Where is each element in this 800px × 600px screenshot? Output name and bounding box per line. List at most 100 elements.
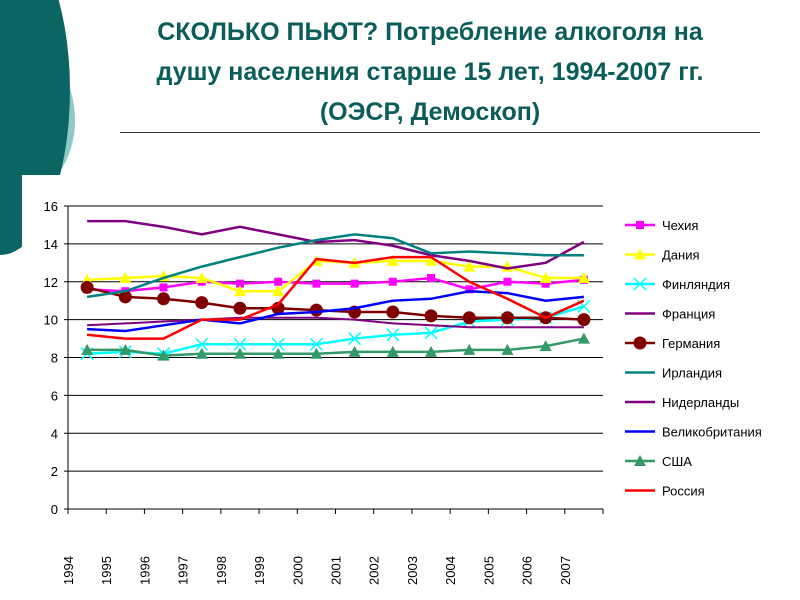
title-line-3: (ОЭСР, Демоскоп) <box>319 98 541 126</box>
legend-marker <box>636 221 644 229</box>
y-tick-label: 10 <box>44 313 58 328</box>
data-point-8-6 <box>310 347 323 359</box>
legend-label: Великобритания <box>662 425 762 440</box>
data-point-0-12 <box>541 279 550 288</box>
data-point-4-3 <box>195 296 209 310</box>
legend-label: Нидерланды <box>662 395 739 410</box>
data-point-8-13 <box>577 332 590 344</box>
series-line-6 <box>87 316 584 329</box>
data-point-8-8 <box>386 345 399 357</box>
slide-decoration <box>0 0 82 260</box>
y-tick-label: 6 <box>51 388 58 403</box>
title-line-2: душу населения старше 15 лет, 1994-2007 … <box>156 58 704 86</box>
legend-label: Россия <box>662 484 705 499</box>
data-point-0-5 <box>274 277 283 286</box>
data-point-0-9 <box>427 273 436 282</box>
data-point-8-1 <box>119 343 132 355</box>
data-point-0-4 <box>235 279 244 288</box>
x-tick-label: 2003 <box>405 556 420 585</box>
data-point-4-6 <box>309 303 323 317</box>
x-tick-label: 1997 <box>176 556 191 585</box>
data-point-1-1 <box>119 271 132 283</box>
x-tick-label: 2000 <box>290 556 305 585</box>
legend-marker <box>634 248 646 260</box>
data-point-2-3 <box>195 337 209 351</box>
y-tick-label: 4 <box>51 426 58 441</box>
legend-label: Чехия <box>662 218 698 233</box>
data-point-8-3 <box>195 347 208 359</box>
data-point-0-10 <box>465 285 474 294</box>
y-tick-label: 8 <box>51 351 58 366</box>
x-tick-label: 1996 <box>137 556 152 585</box>
x-tick-label: 2001 <box>329 556 344 585</box>
data-point-0-8 <box>388 277 397 286</box>
data-point-1-4 <box>233 285 246 297</box>
data-point-4-13 <box>577 313 591 327</box>
series-line-7 <box>87 289 585 333</box>
legend-label: США <box>662 454 692 469</box>
data-point-0-11 <box>503 277 512 286</box>
data-point-8-4 <box>233 347 246 359</box>
data-point-2-7 <box>348 332 362 346</box>
series-line-9 <box>86 255 585 340</box>
x-tick-label: 2005 <box>481 556 496 585</box>
data-point-8-11 <box>501 343 514 355</box>
data-point-1-3 <box>195 271 208 283</box>
data-point-8-7 <box>348 345 361 357</box>
x-tick-label: 2007 <box>558 556 573 585</box>
y-tick-label: 16 <box>44 199 58 214</box>
data-point-1-13 <box>577 271 590 283</box>
x-tick-label: 1994 <box>61 556 76 585</box>
data-point-1-9 <box>425 254 438 266</box>
y-tick-label: 14 <box>44 237 58 252</box>
legend-marker <box>633 336 647 350</box>
x-tick-label: 1999 <box>252 556 267 585</box>
series-line-5 <box>86 233 584 299</box>
y-tick-label: 2 <box>51 464 58 479</box>
data-point-8-9 <box>425 345 438 357</box>
series-line-8 <box>87 337 585 357</box>
legend-label: Ирландия <box>662 366 722 381</box>
y-tick-label: 0 <box>51 502 58 517</box>
data-point-8-0 <box>81 343 94 355</box>
data-point-0-7 <box>350 279 359 288</box>
legend-marker <box>634 455 646 466</box>
title-line-1: СКОЛЬКО ПЬЮТ? Потребление алкоголя на <box>157 18 703 46</box>
data-point-1-12 <box>539 271 552 283</box>
data-point-4-11 <box>500 311 514 325</box>
data-point-2-8 <box>386 328 400 342</box>
data-point-1-5 <box>272 285 285 297</box>
x-tick-label: 2002 <box>367 556 382 585</box>
legend-label: Дания <box>662 248 700 263</box>
x-tick-label: 1998 <box>214 556 229 585</box>
series-line-3 <box>87 219 585 270</box>
data-point-2-4 <box>233 337 247 351</box>
legend-label: Финляндия <box>662 277 730 292</box>
data-point-0-6 <box>312 279 321 288</box>
data-point-1-8 <box>386 254 399 266</box>
data-point-2-5 <box>271 337 285 351</box>
data-point-2-9 <box>424 326 438 340</box>
series-line-2 <box>87 305 585 355</box>
data-point-4-1 <box>118 290 132 304</box>
data-point-8-5 <box>272 347 285 359</box>
legend-marker <box>633 277 647 291</box>
data-point-1-10 <box>463 260 476 272</box>
data-point-4-10 <box>462 311 476 325</box>
data-point-4-8 <box>386 305 400 319</box>
data-point-4-0 <box>80 280 94 294</box>
data-point-0-2 <box>159 283 168 292</box>
x-tick-label: 2004 <box>443 556 458 585</box>
data-point-4-9 <box>424 309 438 323</box>
x-tick-label: 2006 <box>520 556 535 585</box>
data-point-4-2 <box>157 292 171 306</box>
data-point-4-4 <box>233 301 247 315</box>
data-point-8-12 <box>539 340 552 352</box>
legend-label: Германия <box>662 336 720 351</box>
title-divider <box>120 132 760 133</box>
legend-label: Франция <box>662 307 715 322</box>
x-tick-label: 1995 <box>99 556 114 585</box>
data-point-8-2 <box>157 349 170 361</box>
series-line-0 <box>87 276 585 293</box>
